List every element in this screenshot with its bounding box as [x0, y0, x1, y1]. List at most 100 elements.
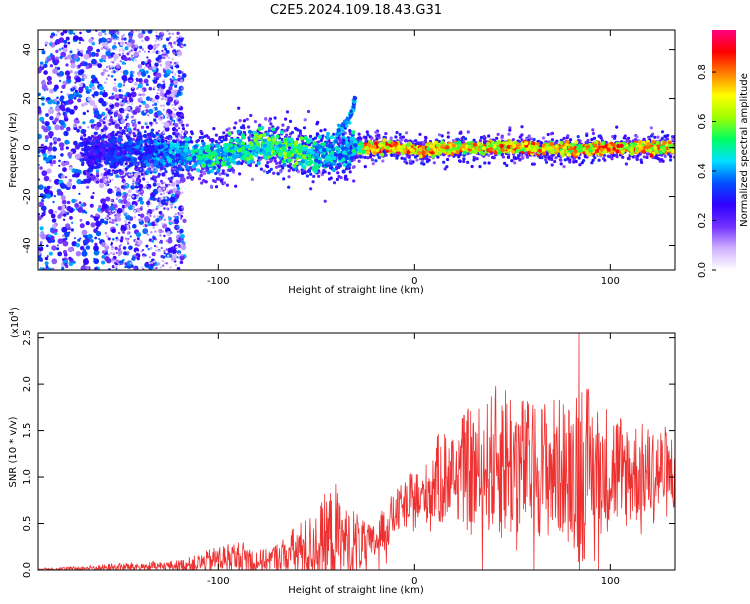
spectrogram-mark: [72, 174, 75, 177]
spectrogram-mark: [43, 64, 47, 68]
spectrogram-mark: [75, 77, 81, 83]
spectrogram-mark: [566, 134, 569, 137]
spectrogram-mark: [186, 176, 189, 179]
spectrogram-mark: [138, 33, 144, 39]
spectrogram-mark: [372, 162, 375, 165]
spectrogram-mark: [117, 83, 122, 88]
spectrogram-mark: [166, 69, 171, 74]
spectrogram-mark: [153, 215, 155, 217]
spectrogram-mark: [385, 154, 388, 157]
spectrogram-mark: [43, 80, 45, 82]
spectrogram-mark: [83, 179, 86, 182]
spectrogram-mark: [329, 164, 333, 168]
spectrogram-mark: [441, 134, 444, 137]
spectrogram-mark: [66, 146, 69, 149]
spectrogram-mark: [598, 159, 601, 162]
spectrogram-mark: [48, 81, 52, 85]
spectrogram-mark: [180, 36, 182, 38]
spectrogram-mark: [139, 105, 142, 108]
spectrogram-mark: [101, 72, 105, 76]
spectrogram-mark: [645, 156, 648, 159]
spectrogram-mark: [95, 213, 98, 216]
spectrogram-mark: [173, 64, 175, 66]
spectrogram-mark: [593, 137, 596, 140]
spectrogram-mark: [69, 167, 72, 170]
spectrogram-mark: [104, 60, 106, 62]
spectrogram-mark: [55, 34, 57, 36]
spectrogram-mark: [122, 53, 124, 55]
spectrogram-mark: [52, 224, 57, 229]
spectrogram-mark: [96, 227, 99, 230]
spectrogram-mark: [123, 246, 127, 250]
spectrogram-mark: [39, 267, 43, 271]
spectrogram-mark: [99, 86, 104, 91]
spectrogram-mark: [58, 206, 62, 210]
spectrogram-mark: [144, 79, 149, 84]
spectrogram-mark: [127, 113, 129, 115]
spectrogram-mark: [158, 250, 160, 252]
spectrogram-mark: [101, 129, 104, 132]
spectrogram-mark: [270, 159, 273, 162]
spectrogram-mark: [175, 213, 177, 215]
spectrogram-mark: [330, 135, 334, 139]
spectrogram-mark: [153, 183, 157, 187]
spectrogram-mark: [128, 198, 130, 200]
spectrogram-mark: [130, 262, 132, 264]
spectrogram-mark: [124, 266, 126, 268]
spectrogram-mark: [104, 33, 106, 35]
spectrogram-mark: [80, 54, 83, 57]
spectrogram-mark: [569, 138, 572, 141]
spectrogram-mark: [165, 176, 167, 178]
spectrogram-mark: [286, 110, 289, 113]
spectrogram-mark: [77, 207, 83, 213]
spectrogram-mark: [141, 40, 143, 42]
spectrogram-mark: [135, 109, 138, 112]
spectrogram-mark: [282, 177, 285, 180]
spectrogram-mark: [127, 242, 129, 244]
spectrogram-mark: [62, 200, 67, 205]
spectrogram-mark: [64, 161, 66, 163]
spectrogram-mark: [359, 155, 362, 158]
spectrogram-mark: [53, 141, 56, 144]
spectrogram-mark: [114, 112, 118, 116]
spectrogram-mark: [115, 174, 119, 178]
spectrogram-mark: [156, 132, 159, 135]
spectrogram-mark: [70, 151, 73, 154]
spectrogram-mark: [124, 126, 127, 129]
spectrogram-mark: [150, 231, 152, 233]
spectrogram-mark: [201, 136, 204, 139]
spectrogram-mark: [159, 218, 161, 220]
spectrogram-mark: [37, 134, 42, 139]
spectrogram-mark: [101, 114, 103, 116]
spectrogram-mark: [129, 129, 132, 132]
spectrogram-mark: [60, 183, 66, 189]
spectrogram-mark: [127, 233, 129, 235]
spectrogram-mark: [66, 206, 71, 211]
spectrogram-mark: [215, 140, 218, 143]
spectrogram-mark: [64, 263, 67, 266]
spectrogram-mark: [96, 122, 102, 128]
spectrogram-mark: [181, 71, 183, 73]
spectrogram-mark: [140, 213, 145, 218]
spectrogram-mark: [48, 131, 54, 137]
spectrogram-marks: [35, 28, 676, 273]
spectrogram-mark: [134, 210, 136, 212]
spectrogram-mark: [553, 160, 556, 163]
spectrogram-mark: [133, 59, 135, 61]
spectrogram-mark: [127, 93, 132, 98]
spectrogram-mark: [106, 114, 108, 116]
spectrogram-mark: [181, 87, 183, 89]
spectrogram-mark: [143, 67, 145, 69]
spectrogram-mark: [174, 206, 176, 208]
spectrogram-mark: [176, 132, 179, 135]
spectrogram-mark: [118, 42, 120, 44]
spectrogram-mark: [507, 133, 510, 136]
spectrogram-mark: [79, 83, 83, 87]
spectrogram-mark: [180, 239, 182, 241]
spectrogram-mark: [43, 210, 46, 213]
spectrogram-mark: [143, 255, 145, 257]
spectrogram-mark: [176, 171, 179, 174]
spectrogram-mark: [64, 253, 68, 257]
spectrogram-mark: [186, 124, 189, 127]
spectrogram-mark: [352, 179, 355, 182]
